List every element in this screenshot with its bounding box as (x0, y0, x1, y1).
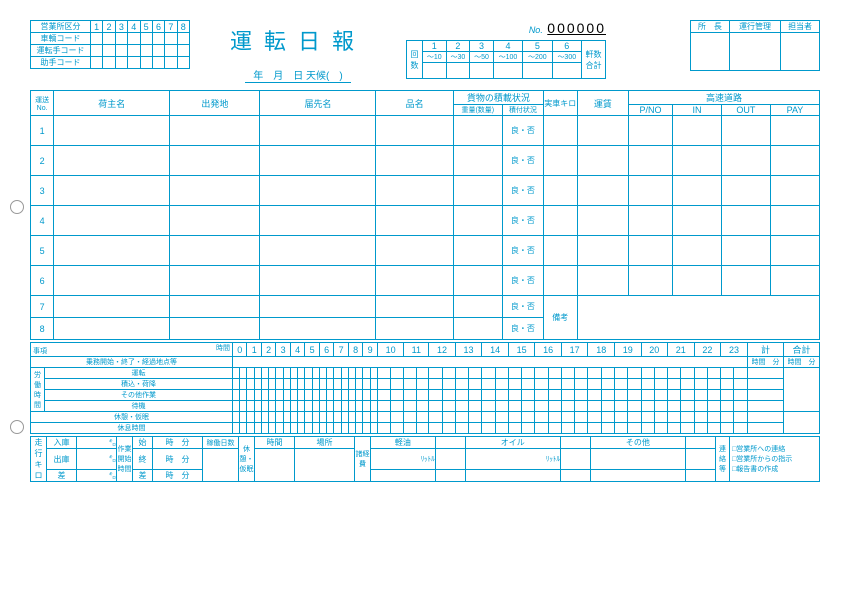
table-row: 5良・否 (31, 236, 820, 266)
code-table: 営業所区分 12345678 車輌コード 運転手コード 助手コード (30, 20, 190, 69)
table-row: 7良・否備考 (31, 296, 820, 318)
table-row: 2良・否 (31, 146, 820, 176)
table-row: 3良・否 (31, 176, 820, 206)
doc-number: 000000 (547, 20, 606, 36)
main-table: 運送No. 荷主名 出発地 届先名 品名 貨物の積載状況 実車キロ 運賃 高速道… (30, 90, 820, 340)
table-row: 1良・否 (31, 116, 820, 146)
table-row: 6良・否 (31, 266, 820, 296)
stamp-table: 所 長運行管理担当者 (690, 20, 820, 71)
punch-hole-icon (10, 200, 24, 214)
table-row: 4良・否 (31, 206, 820, 236)
punch-hole-icon (10, 420, 24, 434)
date-line: 年 月 日 天候( ) (245, 67, 350, 83)
count-table: 回数 123456 軒数合計 ～10～30～50～100～200～300 (406, 40, 606, 79)
page-title: 運転日報 (198, 24, 398, 56)
bottom-table: 走行キロ 入庫 ㌔ 作業開始時間 始 時 分 稼働日数 休憩・仮眠 時間 場所 … (30, 436, 820, 482)
no-label: No. (529, 25, 543, 35)
time-grid: 時間 事項 0123456789101112131415161718192021… (30, 342, 820, 434)
